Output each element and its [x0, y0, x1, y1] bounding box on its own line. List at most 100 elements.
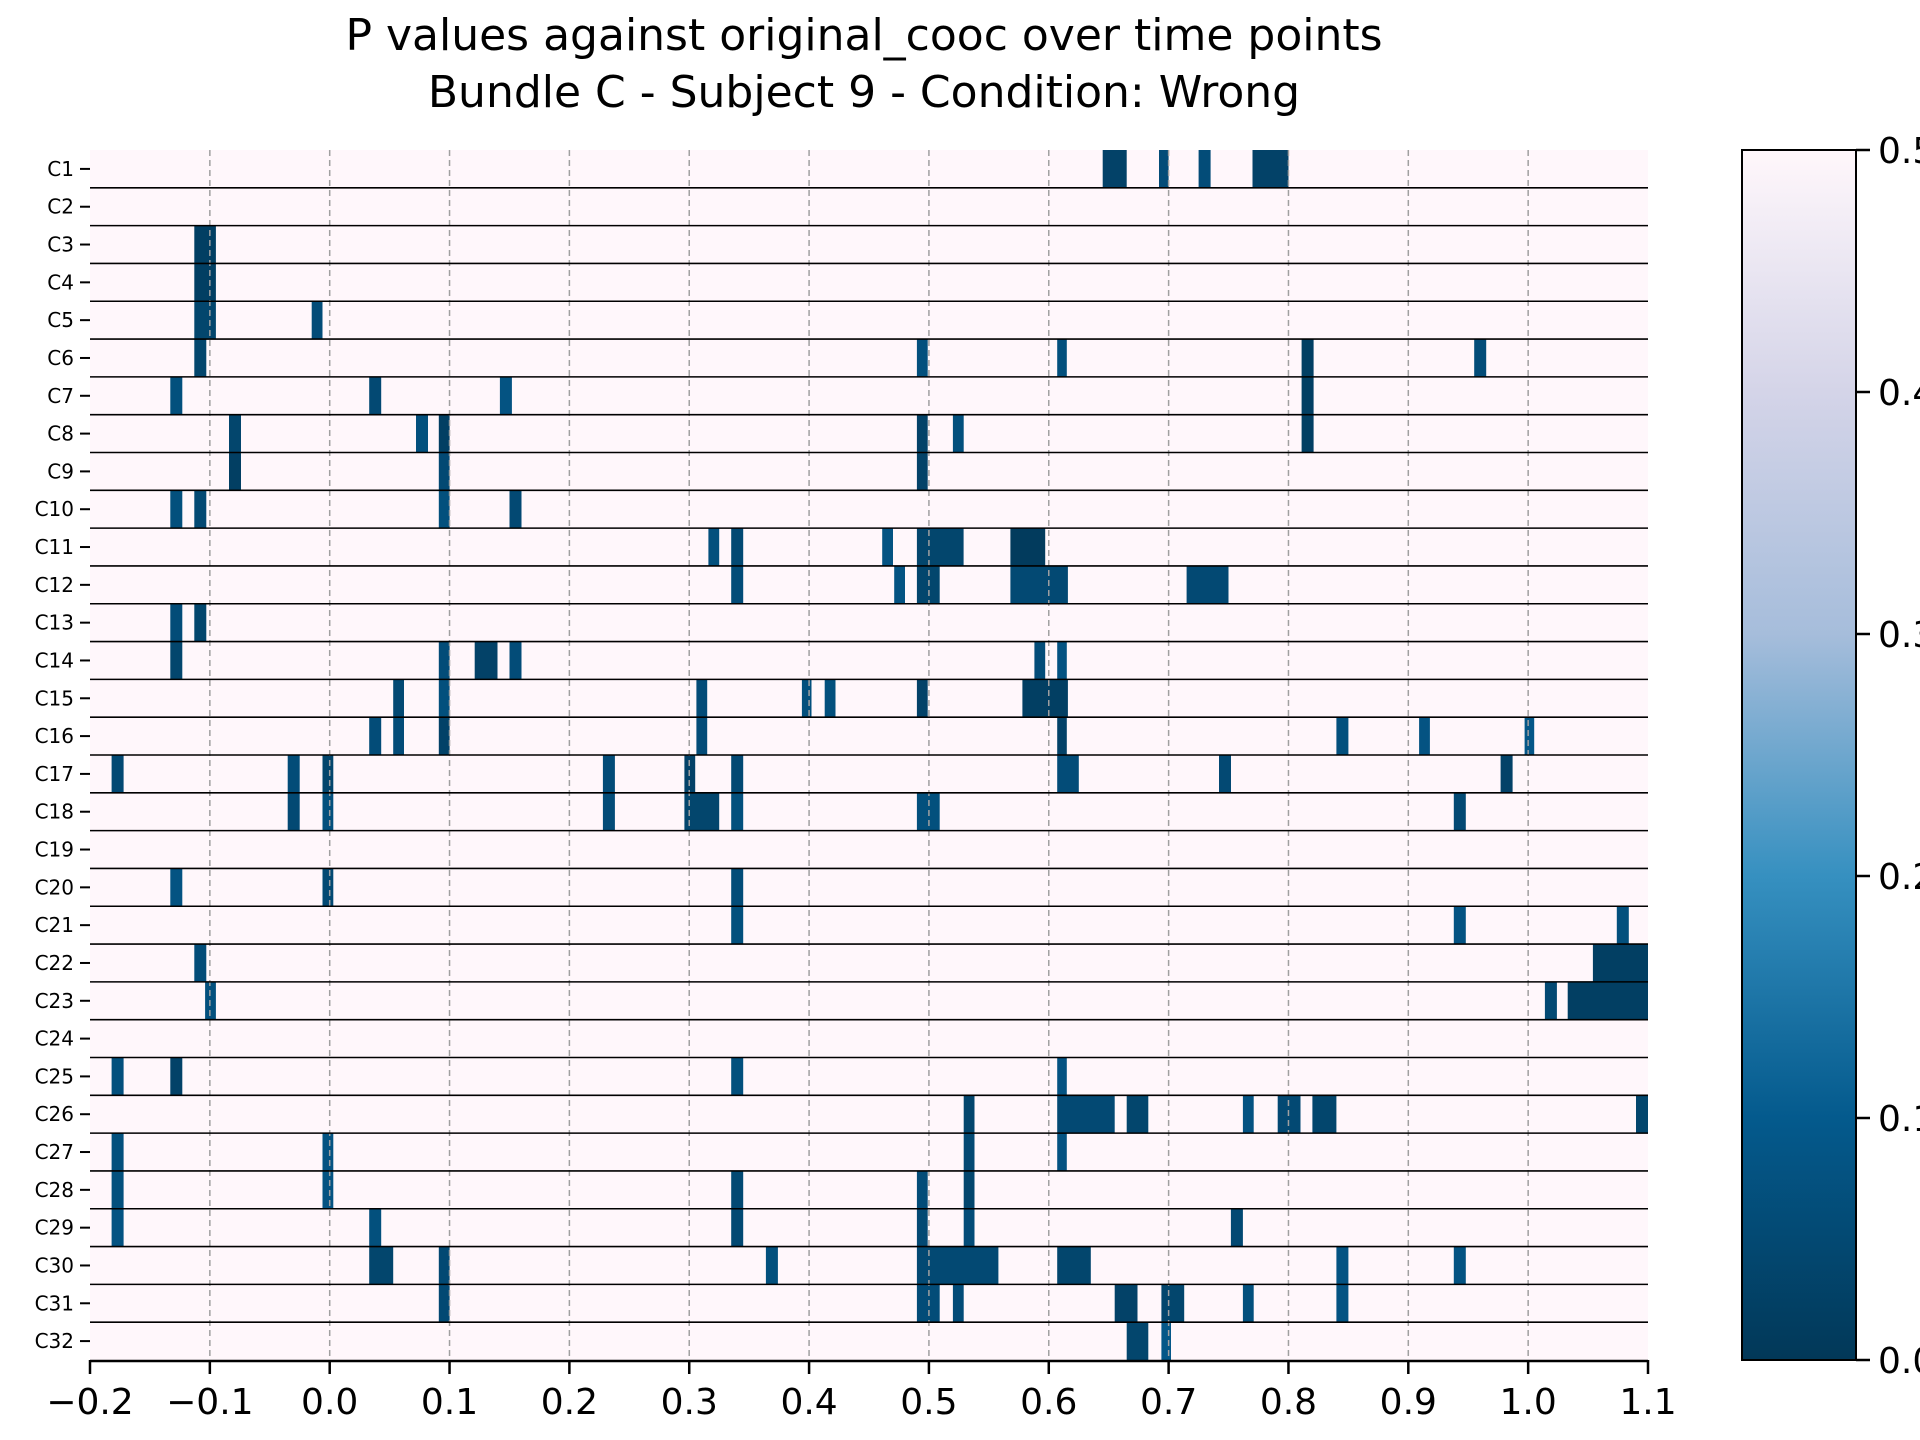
- heatmap-cell-c18: [322, 792, 334, 831]
- heatmap-cell-c8: [438, 414, 450, 453]
- heatmap-cell-c14: [170, 641, 183, 680]
- heatmap-cell-c8: [416, 414, 428, 453]
- y-tick-label-c25: C25: [35, 1064, 74, 1088]
- heatmap-cell-c1: [1102, 150, 1127, 188]
- heatmap-cell-c6: [1057, 339, 1067, 377]
- colorbar-ticks: 0.0 0.1 0.2 0.3 0.4 0.5: [1856, 131, 1920, 1382]
- x-tick-label: 1.1: [1619, 1382, 1676, 1423]
- heatmap-cell-c20: [731, 868, 744, 907]
- y-tick-label-c1: C1: [47, 157, 74, 181]
- heatmap-cell-c12: [731, 565, 744, 604]
- colorbar-tick-label: 0.2: [1878, 857, 1920, 898]
- heatmap-cell-c26: [1636, 1095, 1648, 1134]
- heatmap-cell-c30: [369, 1246, 394, 1285]
- y-tick-label-c19: C19: [35, 838, 74, 862]
- y-tick-label-c6: C6: [47, 346, 74, 370]
- heatmap-cell-c28: [111, 1170, 124, 1209]
- heatmap-cell-c11: [882, 528, 893, 566]
- colorbar: 0.0 0.1 0.2 0.3 0.4 0.5: [1741, 131, 1920, 1382]
- heatmap-cell-c20: [322, 868, 334, 907]
- heatmap-cell-c25: [1057, 1057, 1067, 1096]
- heatmap-cell-c29: [1230, 1208, 1243, 1247]
- colorbar-tick-label: 0.3: [1878, 615, 1920, 656]
- heatmap-cell-c17: [322, 755, 334, 793]
- heatmap-cell-c8: [916, 414, 928, 453]
- heatmap-cell-c27: [1057, 1133, 1067, 1171]
- heatmap-cell-c3: [194, 225, 216, 264]
- chart-title-line1: P values against original_cooc over time…: [345, 10, 1382, 61]
- heatmap-cell-c11: [1010, 528, 1046, 566]
- x-tick-label: −0.2: [46, 1382, 133, 1423]
- heatmap-cell-c15: [824, 679, 836, 718]
- y-tick-label-c3: C3: [47, 233, 74, 257]
- heatmap-cell-c31: [1242, 1284, 1254, 1323]
- y-tick-label-c31: C31: [35, 1291, 74, 1315]
- y-tick-label-c20: C20: [35, 875, 74, 899]
- y-tick-label-c2: C2: [47, 195, 74, 219]
- y-tick-label-c27: C27: [35, 1140, 74, 1164]
- y-tick-label-c22: C22: [35, 951, 74, 975]
- heatmap-cell-c11: [708, 528, 720, 566]
- heatmap-cell-c6: [1301, 339, 1314, 377]
- y-tick-label-c4: C4: [47, 270, 74, 294]
- heatmap-cell-c16: [1419, 717, 1430, 755]
- heatmap-cell-c29: [369, 1208, 382, 1247]
- heatmap-cell-c7: [369, 376, 382, 415]
- heatmap-cell-c28: [322, 1170, 334, 1209]
- heatmap-cell-c1: [1252, 150, 1289, 188]
- x-tick-label: 0.5: [900, 1382, 957, 1423]
- heatmap-cell-c32: [1126, 1322, 1149, 1360]
- heatmap-cell-c30: [1336, 1246, 1349, 1285]
- x-tick-label: 0.2: [541, 1382, 598, 1423]
- y-tick-label-c13: C13: [35, 611, 74, 635]
- x-tick-label: 0.6: [1020, 1382, 1077, 1423]
- heatmap-cell-c10: [509, 490, 522, 529]
- x-tick-label: 0.0: [301, 1382, 358, 1423]
- y-tick-label-c10: C10: [35, 497, 74, 521]
- y-tick-label-c17: C17: [35, 762, 74, 786]
- heatmap-cell-c5: [311, 301, 323, 340]
- heatmap-cell-c31: [1336, 1284, 1349, 1323]
- heatmap-cell-c9: [916, 452, 928, 491]
- heatmap-cell-c14: [438, 641, 450, 680]
- heatmap-cell-c8: [229, 414, 241, 453]
- heatmap-cell-c9: [229, 452, 241, 491]
- x-tick-label: 0.1: [421, 1382, 478, 1423]
- heatmap-cell-c27: [963, 1133, 975, 1171]
- y-tick-label-c32: C32: [35, 1329, 74, 1353]
- heatmap-cell-c7: [170, 376, 183, 415]
- heatmap-cell-c21: [1453, 906, 1466, 945]
- heatmap-cell-c29: [111, 1208, 124, 1247]
- heatmap-cell-c14: [474, 641, 498, 680]
- heatmap-cell-c32: [1161, 1322, 1171, 1360]
- heatmap-cell-c18: [731, 792, 744, 831]
- y-tick-label-c26: C26: [35, 1102, 74, 1126]
- y-tick-label-c12: C12: [35, 573, 74, 597]
- heatmap-cell-c17: [287, 755, 300, 793]
- heatmap-cell-c23: [1544, 981, 1557, 1020]
- heatmap-cell-c31: [952, 1284, 964, 1323]
- heatmap-cell-c4: [194, 263, 216, 302]
- x-tick-label: 0.7: [1140, 1382, 1197, 1423]
- heatmap-cell-c7: [499, 376, 512, 415]
- row-separators: [90, 187, 1648, 1323]
- heatmap-cell-c15: [696, 679, 708, 718]
- heatmap-cell-c28: [916, 1170, 928, 1209]
- heatmap-cell-c10: [194, 490, 207, 529]
- heatmap-cell-c25: [111, 1057, 124, 1096]
- y-tick-label-c24: C24: [35, 1027, 74, 1051]
- heatmap-cell-c16: [696, 717, 708, 755]
- heatmap-cell-c18: [602, 792, 615, 831]
- x-tick-label: 0.4: [780, 1382, 837, 1423]
- heatmap-cell-c6: [1474, 339, 1487, 377]
- y-tick-label-c28: C28: [35, 1178, 74, 1202]
- heatmap-cell-c25: [731, 1057, 744, 1096]
- heatmap-cell-c8: [1301, 414, 1314, 453]
- heatmap-cell-c18: [1453, 792, 1466, 831]
- heatmap-cell-c27: [111, 1133, 124, 1171]
- heatmap-cell-c22: [194, 944, 207, 982]
- heatmap-cell-c13: [194, 603, 207, 642]
- colorbar-tick-label: 0.4: [1878, 373, 1920, 414]
- colorbar-gradient: [1741, 149, 1857, 1361]
- heatmap-cell-c16: [1524, 717, 1535, 755]
